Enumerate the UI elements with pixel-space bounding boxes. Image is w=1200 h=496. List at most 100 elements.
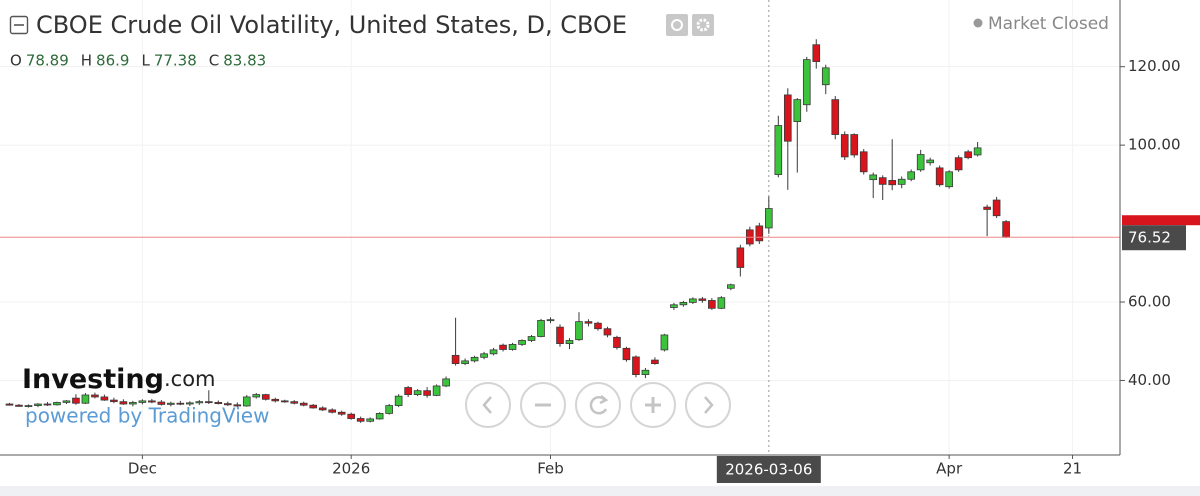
candle-body <box>43 403 52 406</box>
candle-body <box>840 134 849 158</box>
candle-body <box>385 405 393 414</box>
candle-body <box>802 59 811 106</box>
zoom-out-button[interactable] <box>520 382 566 428</box>
y-tick-label: 100.00 <box>1128 136 1181 154</box>
candle-body <box>878 177 887 185</box>
candle-body <box>689 298 697 303</box>
candle-body <box>119 401 128 405</box>
ohlc-legend: O 78.89 H 86.9 L 77.38 C 83.83 <box>10 52 266 70</box>
ohlc-value: 78.89 <box>26 52 69 70</box>
settings-icon[interactable] <box>692 14 714 36</box>
ohlc-key: H <box>81 52 92 70</box>
candle-body <box>252 394 261 398</box>
candle-body <box>670 304 678 308</box>
candle-body <box>366 418 374 422</box>
status-dot <box>973 18 983 28</box>
candle-body <box>261 394 270 400</box>
candle-body <box>499 344 507 350</box>
candle-body <box>461 360 469 365</box>
candle-body <box>375 413 384 420</box>
candle-body <box>157 401 166 405</box>
x-tick-label: 21 <box>1063 460 1082 478</box>
title-icon[interactable] <box>9 15 29 35</box>
y-tick-label: 60.00 <box>1128 293 1171 311</box>
candle-body <box>964 151 972 159</box>
candle-body <box>470 356 479 362</box>
candle-body <box>556 326 564 345</box>
last-price-label: 76.52 <box>1128 229 1171 247</box>
reset-button[interactable] <box>575 382 621 428</box>
candle-body <box>821 67 830 86</box>
candle-body <box>527 336 536 341</box>
candle-body <box>214 402 223 405</box>
crosshair-label-box <box>716 456 821 483</box>
candle-body <box>204 401 213 404</box>
candle-body <box>793 99 802 122</box>
axes-layer: 40.00 60.00 100.00 120.00 Dec 2026 Feb 2026-03-… <box>128 57 1200 483</box>
candle-body <box>575 321 583 341</box>
candle-body <box>622 347 631 361</box>
ohlc-key: L <box>141 52 150 70</box>
x-tick-label: Feb <box>537 460 564 478</box>
candle-body <box>34 403 42 406</box>
candle-body <box>129 402 137 405</box>
candle-body <box>945 171 953 188</box>
candle-body <box>764 208 773 229</box>
candle-body <box>53 402 61 406</box>
candle-body <box>299 402 308 406</box>
y-tick-label: 120.00 <box>1128 57 1181 75</box>
candle-body <box>223 403 232 406</box>
powered-by: powered by TradingView <box>25 404 269 428</box>
candle-body <box>907 171 916 180</box>
candle-body <box>81 394 90 404</box>
candle-body <box>100 396 109 401</box>
candle-body <box>679 302 688 306</box>
candle-body <box>186 402 194 405</box>
ohlc-value: 77.38 <box>154 52 197 70</box>
watermark: Investing.com <box>22 364 216 395</box>
candles-layer <box>0 0 1120 455</box>
scroll-left-button[interactable] <box>465 382 511 428</box>
candle-body <box>651 359 659 365</box>
ohlc-value: 83.83 <box>223 52 266 70</box>
candle-body <box>518 340 526 345</box>
scroll-right-button[interactable] <box>685 382 731 428</box>
x-tick-label: 2026 <box>332 460 370 478</box>
y-tick-label: 40.00 <box>1128 371 1171 389</box>
candle-body <box>110 399 118 403</box>
candle-body <box>859 151 868 173</box>
candle-body <box>897 178 906 185</box>
candle-body <box>708 300 716 309</box>
candle-body <box>309 404 318 409</box>
bottom-toolbar <box>0 486 1200 496</box>
candle-body <box>394 395 403 406</box>
candle-body <box>91 394 99 398</box>
candle-body <box>973 147 982 156</box>
ohlc-key: C <box>209 52 219 70</box>
candle-body <box>774 125 783 175</box>
candle-body <box>537 320 545 337</box>
x-tick-label: Dec <box>128 460 157 478</box>
candle-body <box>850 134 859 156</box>
candle-body <box>812 44 821 62</box>
candle-body <box>727 284 735 289</box>
candle-body <box>423 390 431 396</box>
candle-body <box>72 397 80 404</box>
watermark-domain: .com <box>164 367 216 391</box>
candle-body <box>489 349 498 355</box>
candle-body <box>717 297 726 309</box>
candle-body <box>613 336 621 348</box>
candle-body <box>442 378 450 387</box>
candle-body <box>935 167 944 186</box>
candle-body <box>195 401 204 404</box>
zoom-in-button[interactable] <box>630 382 676 428</box>
candle-body <box>148 400 156 403</box>
visibility-icon[interactable] <box>666 14 688 36</box>
candle-body <box>831 99 840 135</box>
candle-body <box>926 159 934 164</box>
x-tick-label: Apr <box>936 460 963 478</box>
grid-layer <box>0 0 1120 455</box>
candle-body <box>565 340 574 345</box>
candle-body <box>337 411 346 415</box>
